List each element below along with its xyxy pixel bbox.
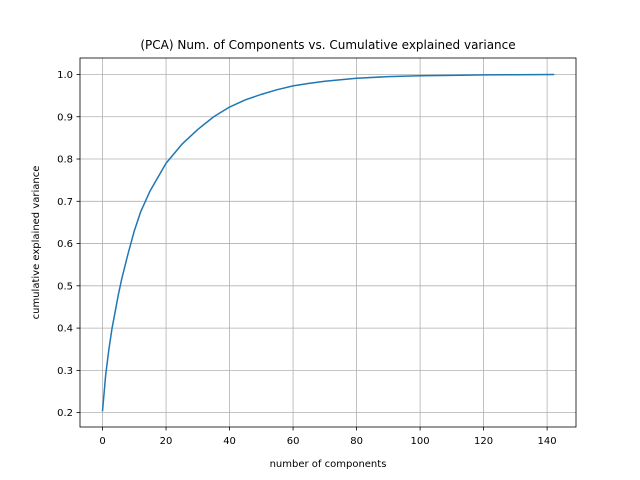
y-tick-label: 0.4 [57,324,73,335]
x-tick-label: 40 [223,436,236,447]
y-axis-label: cumulative explained variance [31,166,42,320]
series-line [101,73,555,412]
x-tick-label: 100 [411,436,430,447]
series-layer [101,73,555,412]
y-tick-label: 0.9 [57,112,73,123]
x-tick-label: 140 [538,436,557,447]
axes-spines [79,57,577,428]
x-tick-label: 60 [287,436,300,447]
x-tick-label: 80 [350,436,363,447]
y-tick-label: 0.7 [57,197,73,208]
grid [80,58,576,427]
y-tick-label: 0.5 [57,281,73,292]
y-tick-label: 0.8 [57,155,73,166]
x-tick-label: 120 [474,436,493,447]
x-tick-label: 20 [160,436,173,447]
y-tick-label: 0.3 [57,366,73,377]
y-tick-label: 0.2 [57,408,73,419]
x-tick-label: 0 [99,436,105,447]
x-axis-label: number of components [270,459,387,470]
x-axis-ticks: 0 20 40 60 80 100 120 140 [99,427,557,447]
y-tick-label: 0.6 [57,239,73,250]
chart-title: (PCA) Num. of Components vs. Cumulative … [140,38,515,52]
y-tick-label: 1.0 [57,70,73,81]
y-axis-ticks: 0.2 0.3 0.4 0.5 0.6 0.7 0.8 0.9 1.0 [57,70,80,419]
